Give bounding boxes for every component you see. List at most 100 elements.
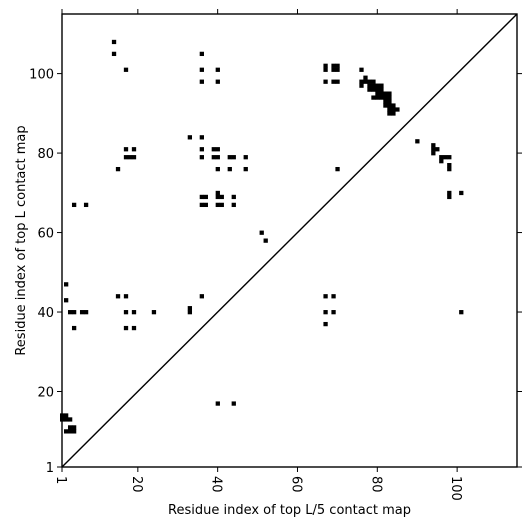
contact-point [215,155,220,160]
contact-point [383,99,388,104]
contact-point [83,202,89,208]
contact-point [131,155,137,160]
contact-point [123,294,129,299]
contact-point [215,147,220,152]
contact-point [379,91,384,96]
contact-point [383,103,388,108]
contact-point [127,155,133,160]
contact-point [359,67,364,72]
contact-point [187,306,193,311]
contact-point [215,202,220,208]
contact-point [447,163,452,168]
contact-point [375,83,380,88]
contact-point [219,194,224,200]
contact-point [387,91,392,96]
contact-point [367,79,372,84]
contact-point [395,107,400,112]
contact-point [391,107,396,112]
contact-point [187,310,193,315]
contact-point [115,166,121,172]
contact-point [111,51,117,57]
contact-point [64,282,69,287]
y-tick-label: 20 [37,386,54,401]
contact-point [323,294,328,299]
contact-point [215,194,220,200]
y-tick-label: 100 [29,68,54,83]
contact-point [375,91,380,96]
contact-point [111,39,117,45]
contact-point [439,159,444,164]
contact-point [215,190,220,196]
contact-point [379,87,384,92]
contact-point [447,194,452,200]
contact-point [443,155,448,160]
contact-point [199,202,204,208]
contact-point [231,194,236,200]
contact-point [199,135,204,140]
x-tick-label: 100 [448,476,463,501]
contact-point [215,166,220,172]
contact-point [83,310,89,315]
contact-point [415,139,420,144]
contact-point [123,147,129,152]
x-tick-label: 60 [288,476,303,493]
contact-point [123,325,129,331]
contact-point [219,202,224,208]
contact-point [71,429,77,434]
contact-point [131,310,137,315]
contact-point [331,63,336,68]
contact-point [375,95,380,100]
contact-point [391,103,396,108]
contact-point [379,83,384,88]
contact-point [215,401,220,406]
contact-point [79,310,85,315]
contact-point [199,155,204,160]
contact-point [231,155,236,160]
contact-point [447,155,452,160]
contact-point [71,202,77,208]
contact-point [67,425,73,430]
contact-point [151,310,157,315]
contact-point [331,67,336,72]
contact-point [431,151,436,156]
contact-point [231,401,236,406]
contact-point [115,294,121,299]
contact-point [199,67,204,72]
x-tick-label: 40 [209,476,224,493]
contact-point [64,429,69,434]
diagonal-line [61,13,518,468]
contact-point [323,63,328,68]
contact-point [71,325,77,331]
contact-point [323,321,328,327]
y-axis-label: Residue index of top L contact map [14,125,29,355]
x-axis-ticks: 1 20 40 60 80 100 [53,9,463,501]
contact-point [263,238,268,243]
contact-point [123,155,129,160]
plot-frame [61,13,518,468]
contact-point [323,79,328,84]
contact-point [383,91,388,96]
contact-point [123,310,129,315]
contact-point [131,325,137,331]
contact-point [335,79,340,84]
contact-point [379,95,384,100]
contact-point [131,147,137,152]
contact-point [215,67,220,72]
y-tick-label: 40 [37,306,54,321]
contact-point [371,87,376,92]
contact-point [439,155,444,160]
contact-point [203,202,208,208]
contact-point [371,79,376,84]
contact-point [323,67,328,72]
contact-point [199,147,204,152]
contact-point [375,87,380,92]
x-tick-label: 1 [53,476,68,484]
contact-point [199,294,204,299]
contact-point [243,155,248,160]
contact-point [363,75,368,80]
contact-point [387,103,392,108]
contact-point [359,83,364,88]
points-layer [60,39,464,434]
x-tick-label: 20 [129,476,144,493]
